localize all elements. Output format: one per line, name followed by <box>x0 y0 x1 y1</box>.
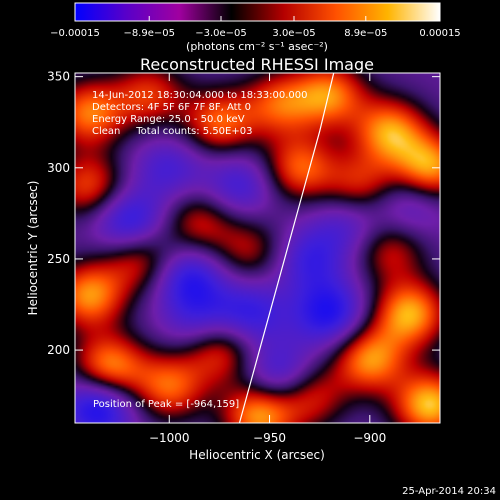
colorbar-strip <box>74 2 441 22</box>
plot-frame <box>74 72 441 424</box>
y-axis-label: Heliocentric Y (arcsec) <box>26 181 40 316</box>
plot-annotations: 14-Jun-2012 18:30:04.000 to 18:33:00.000… <box>92 90 308 410</box>
y-tick-label: 250 <box>47 252 70 266</box>
colorbar-tick-label: 3.0e−05 <box>272 28 315 39</box>
annotation-time-range: 14-Jun-2012 18:30:04.000 to 18:33:00.000 <box>92 90 308 101</box>
x-tick-label: −900 <box>353 431 386 445</box>
heatmap-image <box>75 73 440 423</box>
y-tick-label: 300 <box>47 161 70 175</box>
colorbar: −0.00015 −8.9e−05 −3.0e−05 3.0e−05 8.9e−05 0.… <box>50 2 461 53</box>
colorbar-ticks: −0.00015 −8.9e−05 −3.0e−05 3.0e−05 8.9e−05 0.… <box>50 16 461 39</box>
colorbar-tick-label: −8.9e−05 <box>123 28 175 39</box>
y-tick-label: 200 <box>47 343 70 357</box>
annotation-detectors: Detectors: 4F 5F 6F 7F 8F, Att 0 <box>92 102 251 113</box>
x-axis: −1000 −950 −900 <box>149 73 386 445</box>
x-axis-label: Heliocentric X (arcsec) <box>189 448 325 462</box>
heatmap-plot <box>75 73 440 423</box>
colorbar-tick-label: 0.00015 <box>419 28 460 39</box>
y-tick-label: 350 <box>47 70 70 84</box>
annotation-energy-range: Energy Range: 25.0 - 50.0 keV <box>92 114 245 125</box>
colorbar-tick-label: 8.9e−05 <box>344 28 387 39</box>
x-tick-label: −950 <box>253 431 286 445</box>
footer-timestamp: 25-Apr-2014 20:34 <box>402 486 496 497</box>
chart-title: Reconstructed RHESSI Image <box>140 55 374 74</box>
annotation-clean-counts: Clean Total counts: 5.50E+03 <box>92 126 252 137</box>
annotation-peak-position: Position of Peak = [-964,159] <box>93 399 239 410</box>
colorbar-tick-label: −0.00015 <box>50 28 100 39</box>
solar-limb-line <box>238 73 335 423</box>
colorbar-unit-label: (photons cm⁻² s⁻¹ asec⁻²) <box>186 40 328 53</box>
y-axis: 200 250 300 350 <box>47 70 440 357</box>
x-tick-label: −1000 <box>149 431 190 445</box>
colorbar-tick-label: −3.0e−05 <box>195 28 247 39</box>
